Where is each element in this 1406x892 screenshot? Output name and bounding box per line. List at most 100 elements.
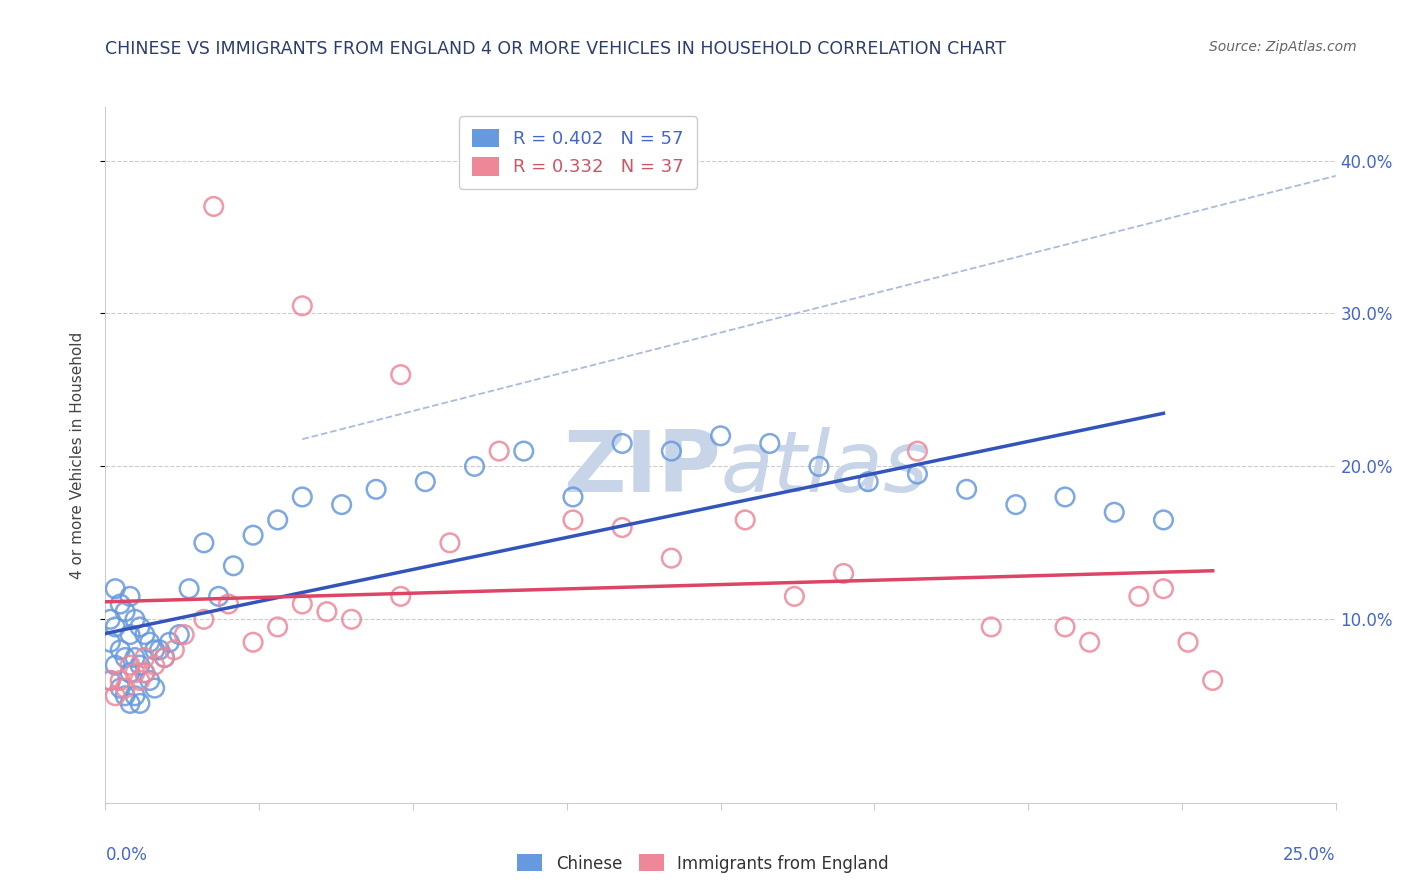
Point: [661, 444, 683, 458]
Point: [120, 697, 141, 711]
Point: [179, 582, 201, 596]
Point: [330, 498, 353, 512]
Point: [124, 650, 146, 665]
Point: [114, 681, 136, 695]
Point: [120, 627, 141, 641]
Point: [242, 528, 264, 542]
Point: [759, 436, 782, 450]
Point: [202, 199, 225, 213]
Point: [366, 483, 388, 497]
Point: [129, 697, 152, 711]
Point: [110, 597, 132, 611]
Point: [956, 483, 979, 497]
Point: [124, 665, 146, 680]
Point: [138, 673, 162, 688]
Point: [173, 627, 195, 641]
Point: [134, 627, 156, 641]
Point: [562, 490, 585, 504]
Point: [439, 536, 461, 550]
Point: [134, 650, 156, 665]
Point: [120, 658, 141, 673]
Point: [1153, 513, 1175, 527]
Point: [110, 673, 132, 688]
Point: [1128, 590, 1150, 604]
Point: [710, 429, 733, 443]
Point: [129, 658, 152, 673]
Point: [783, 590, 806, 604]
Point: [907, 444, 929, 458]
Point: [129, 620, 152, 634]
Point: [104, 658, 127, 673]
Point: [124, 612, 146, 626]
Point: [159, 635, 180, 649]
Point: [242, 635, 264, 649]
Point: [120, 665, 141, 680]
Point: [222, 558, 245, 573]
Text: Source: ZipAtlas.com: Source: ZipAtlas.com: [1209, 40, 1357, 54]
Point: [1177, 635, 1199, 649]
Legend: R = 0.402   N = 57, R = 0.332   N = 37: R = 0.402 N = 57, R = 0.332 N = 37: [458, 116, 696, 189]
Text: 25.0%: 25.0%: [1284, 846, 1336, 863]
Point: [163, 643, 186, 657]
Point: [149, 643, 172, 657]
Point: [124, 689, 146, 703]
Point: [193, 612, 215, 626]
Point: [134, 665, 156, 680]
Point: [1004, 498, 1026, 512]
Point: [980, 620, 1002, 634]
Point: [218, 597, 240, 611]
Point: [807, 459, 830, 474]
Point: [291, 299, 314, 313]
Point: [415, 475, 437, 489]
Point: [291, 597, 314, 611]
Point: [208, 590, 231, 604]
Point: [340, 612, 363, 626]
Text: CHINESE VS IMMIGRANTS FROM ENGLAND 4 OR MORE VEHICLES IN HOUSEHOLD CORRELATION C: CHINESE VS IMMIGRANTS FROM ENGLAND 4 OR …: [105, 40, 1007, 58]
Point: [464, 459, 486, 474]
Point: [98, 612, 122, 626]
Point: [1054, 620, 1077, 634]
Point: [315, 605, 337, 619]
Point: [1078, 635, 1101, 649]
Point: [291, 490, 314, 504]
Point: [1054, 490, 1077, 504]
Point: [143, 681, 166, 695]
Point: [734, 513, 756, 527]
Point: [98, 635, 122, 649]
Point: [104, 582, 127, 596]
Point: [661, 551, 683, 566]
Point: [267, 620, 290, 634]
Point: [1202, 673, 1225, 688]
Point: [1153, 582, 1175, 596]
Point: [389, 590, 412, 604]
Point: [110, 681, 132, 695]
Point: [562, 513, 585, 527]
Point: [114, 605, 136, 619]
Text: 0.0%: 0.0%: [105, 846, 148, 863]
Text: ZIP: ZIP: [562, 427, 721, 510]
Point: [267, 513, 290, 527]
Point: [104, 620, 127, 634]
Point: [610, 436, 633, 450]
Point: [610, 520, 633, 534]
Point: [114, 689, 136, 703]
Point: [143, 658, 166, 673]
Text: atlas: atlas: [721, 427, 928, 510]
Y-axis label: 4 or more Vehicles in Household: 4 or more Vehicles in Household: [70, 331, 84, 579]
Point: [907, 467, 929, 481]
Point: [114, 650, 136, 665]
Point: [120, 590, 141, 604]
Point: [98, 673, 122, 688]
Point: [193, 536, 215, 550]
Point: [488, 444, 510, 458]
Point: [143, 643, 166, 657]
Point: [110, 643, 132, 657]
Point: [389, 368, 412, 382]
Point: [1102, 505, 1125, 519]
Point: [134, 665, 156, 680]
Point: [153, 650, 176, 665]
Point: [858, 475, 880, 489]
Point: [104, 689, 127, 703]
Point: [153, 650, 176, 665]
Point: [138, 635, 162, 649]
